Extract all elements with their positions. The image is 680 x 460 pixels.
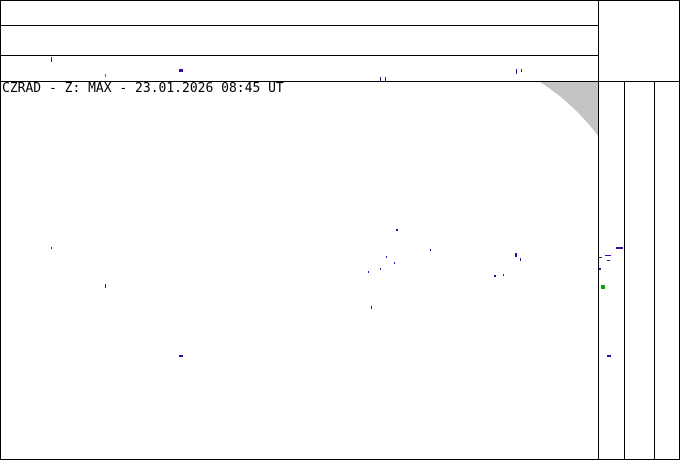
map-title: CZRAD - Z: MAX - 23.01.2026 08:45 UT: [2, 81, 284, 96]
side-column-divider-1: [624, 81, 625, 460]
echo: [380, 268, 381, 270]
echo: [386, 256, 387, 258]
echo: [380, 77, 381, 81]
echo: [607, 260, 610, 261]
echo: [599, 257, 602, 258]
out-of-range-area: [540, 82, 598, 136]
echo: [371, 306, 372, 309]
echo: [179, 69, 183, 72]
side-panel-border: [598, 0, 599, 460]
echo: [607, 355, 611, 357]
echo: [515, 253, 517, 257]
echo: [616, 247, 623, 249]
echo: [599, 268, 601, 270]
echo-green: [105, 74, 106, 77]
echo: [516, 69, 517, 74]
echo: [51, 57, 52, 62]
map-top-border: [0, 81, 680, 82]
echo-green: [601, 285, 605, 289]
frame-top: [0, 0, 680, 1]
echo: [51, 247, 52, 249]
strip-divider-1: [0, 25, 598, 26]
side-column-divider-2: [654, 81, 655, 460]
strip-divider-2: [0, 55, 598, 56]
echo: [430, 249, 431, 251]
echo: [394, 262, 395, 264]
echo: [521, 69, 522, 72]
echo: [520, 258, 521, 261]
echo: [503, 274, 504, 276]
echo: [494, 275, 496, 277]
echo: [385, 77, 386, 81]
echo: [105, 284, 106, 288]
echo: [368, 271, 369, 273]
echo: [605, 255, 611, 256]
echo: [179, 355, 183, 357]
frame-left: [0, 0, 1, 460]
echo: [396, 229, 398, 231]
